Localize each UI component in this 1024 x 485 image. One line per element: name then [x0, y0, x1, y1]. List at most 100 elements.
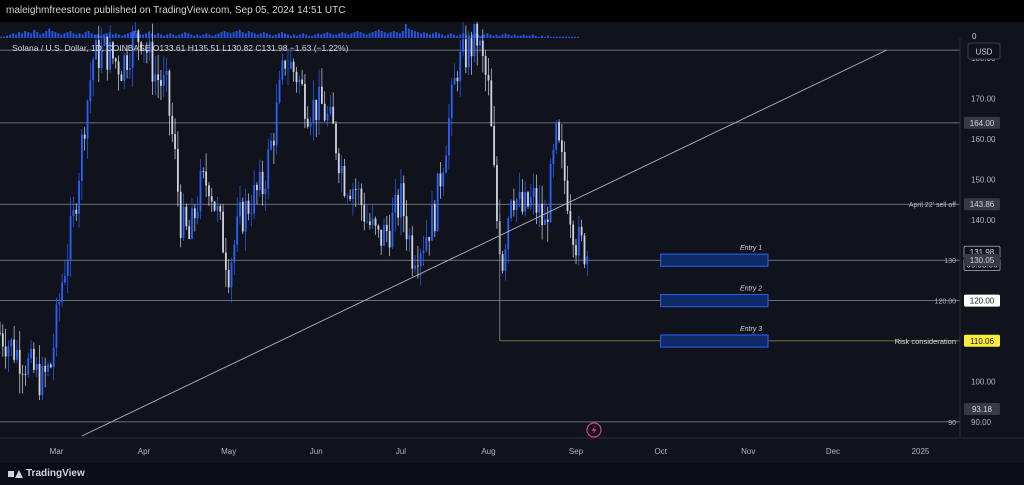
candle-body[interactable] [58, 301, 61, 305]
candle-body[interactable] [35, 363, 38, 370]
candle-body[interactable] [577, 226, 580, 256]
candle-body[interactable] [185, 206, 188, 227]
candle-body[interactable] [448, 118, 450, 156]
candle-body[interactable] [397, 194, 400, 218]
candle-body[interactable] [210, 196, 213, 202]
candle-body[interactable] [205, 171, 208, 186]
candle-body[interactable] [555, 122, 558, 150]
candle-body[interactable] [224, 252, 227, 270]
candle-body[interactable] [490, 80, 493, 127]
candle-body[interactable] [202, 171, 205, 172]
candle-body[interactable] [103, 36, 106, 46]
candle-body[interactable] [402, 183, 405, 217]
candle-body[interactable] [250, 213, 253, 215]
candle-body[interactable] [117, 61, 120, 75]
candle-body[interactable] [549, 163, 552, 223]
candle-body[interactable] [527, 192, 529, 207]
candle-body[interactable] [16, 349, 18, 360]
candle-body[interactable] [558, 122, 560, 141]
candle-body[interactable] [92, 59, 95, 81]
tradingview-logo[interactable]: TradingView [8, 468, 85, 479]
candle-body[interactable] [428, 237, 431, 241]
candle-body[interactable] [264, 188, 267, 195]
candle-body[interactable] [208, 185, 210, 197]
candle-body[interactable] [244, 200, 247, 232]
candle-body[interactable] [318, 86, 320, 121]
candle-body[interactable] [467, 38, 470, 68]
candle-body[interactable] [247, 200, 250, 214]
candle-body[interactable] [385, 224, 388, 232]
candle-body[interactable] [464, 39, 467, 68]
candle-body[interactable] [425, 237, 428, 251]
candle-body[interactable] [145, 49, 148, 53]
candle-body[interactable] [572, 224, 575, 245]
candle-body[interactable] [267, 149, 270, 189]
candle-body[interactable] [27, 358, 30, 375]
candle-body[interactable] [182, 206, 185, 238]
entry-zone[interactable] [660, 294, 769, 308]
candle-body[interactable] [445, 155, 448, 173]
candle-body[interactable] [162, 74, 165, 86]
candle-body[interactable] [473, 23, 476, 57]
candle-body[interactable] [160, 80, 162, 86]
candle-body[interactable] [213, 201, 216, 211]
candle-body[interactable] [10, 339, 13, 347]
candle-body[interactable] [349, 195, 352, 200]
candle-body[interactable] [128, 67, 131, 70]
candle-body[interactable] [13, 339, 16, 360]
candle-body[interactable] [400, 183, 402, 218]
candle-body[interactable] [521, 191, 524, 212]
candle-body[interactable] [320, 86, 323, 104]
candle-body[interactable] [191, 208, 193, 239]
candle-body[interactable] [377, 225, 380, 230]
candle-body[interactable] [479, 40, 481, 46]
candle-body[interactable] [66, 259, 69, 276]
candle-body[interactable] [431, 203, 433, 241]
candle-body[interactable] [52, 347, 55, 368]
candle-body[interactable] [97, 40, 100, 69]
candle-body[interactable] [312, 99, 315, 124]
candle-body[interactable] [281, 60, 284, 80]
candle-body[interactable] [456, 77, 459, 82]
candle-body[interactable] [304, 84, 306, 119]
candle-body[interactable] [301, 79, 304, 85]
candle-body[interactable] [487, 74, 490, 81]
candle-body[interactable] [64, 275, 66, 283]
candle-body[interactable] [7, 346, 10, 357]
price-chart[interactable]: April 22' sell off 130 120.00 90 Risk consi… [0, 22, 1024, 463]
candle-body[interactable] [388, 231, 391, 248]
candle-body[interactable] [501, 254, 504, 271]
candle-body[interactable] [383, 224, 385, 246]
candle-body[interactable] [335, 123, 337, 154]
candle-body[interactable] [72, 209, 75, 217]
candle-body[interactable] [75, 209, 78, 214]
candle-body[interactable] [69, 216, 72, 260]
candle-body[interactable] [80, 134, 83, 181]
candle-body[interactable] [405, 216, 408, 240]
candle-body[interactable] [507, 218, 510, 250]
candle-body[interactable] [112, 42, 114, 59]
candle-body[interactable] [270, 140, 272, 150]
candle-body[interactable] [357, 188, 360, 190]
candle-body[interactable] [44, 365, 47, 372]
entry-zone[interactable] [660, 253, 769, 267]
candle-body[interactable] [1, 333, 4, 347]
candle-body[interactable] [538, 203, 541, 213]
candle-body[interactable] [222, 211, 224, 253]
candle-body[interactable] [230, 262, 233, 288]
candle-body[interactable] [134, 30, 137, 33]
candle-body[interactable] [131, 32, 134, 68]
candle-body[interactable] [306, 118, 309, 127]
candle-body[interactable] [504, 249, 507, 271]
candle-body[interactable] [315, 99, 318, 121]
candle-body[interactable] [439, 173, 442, 187]
candle-body[interactable] [174, 134, 176, 150]
candle-body[interactable] [575, 244, 577, 256]
candle-body[interactable] [233, 244, 236, 263]
candle-body[interactable] [476, 23, 479, 46]
candle-body[interactable] [83, 134, 86, 139]
candle-body[interactable] [329, 106, 332, 114]
candle-body[interactable] [583, 235, 586, 265]
candle-body[interactable] [453, 77, 456, 85]
candle-body[interactable] [196, 211, 199, 219]
